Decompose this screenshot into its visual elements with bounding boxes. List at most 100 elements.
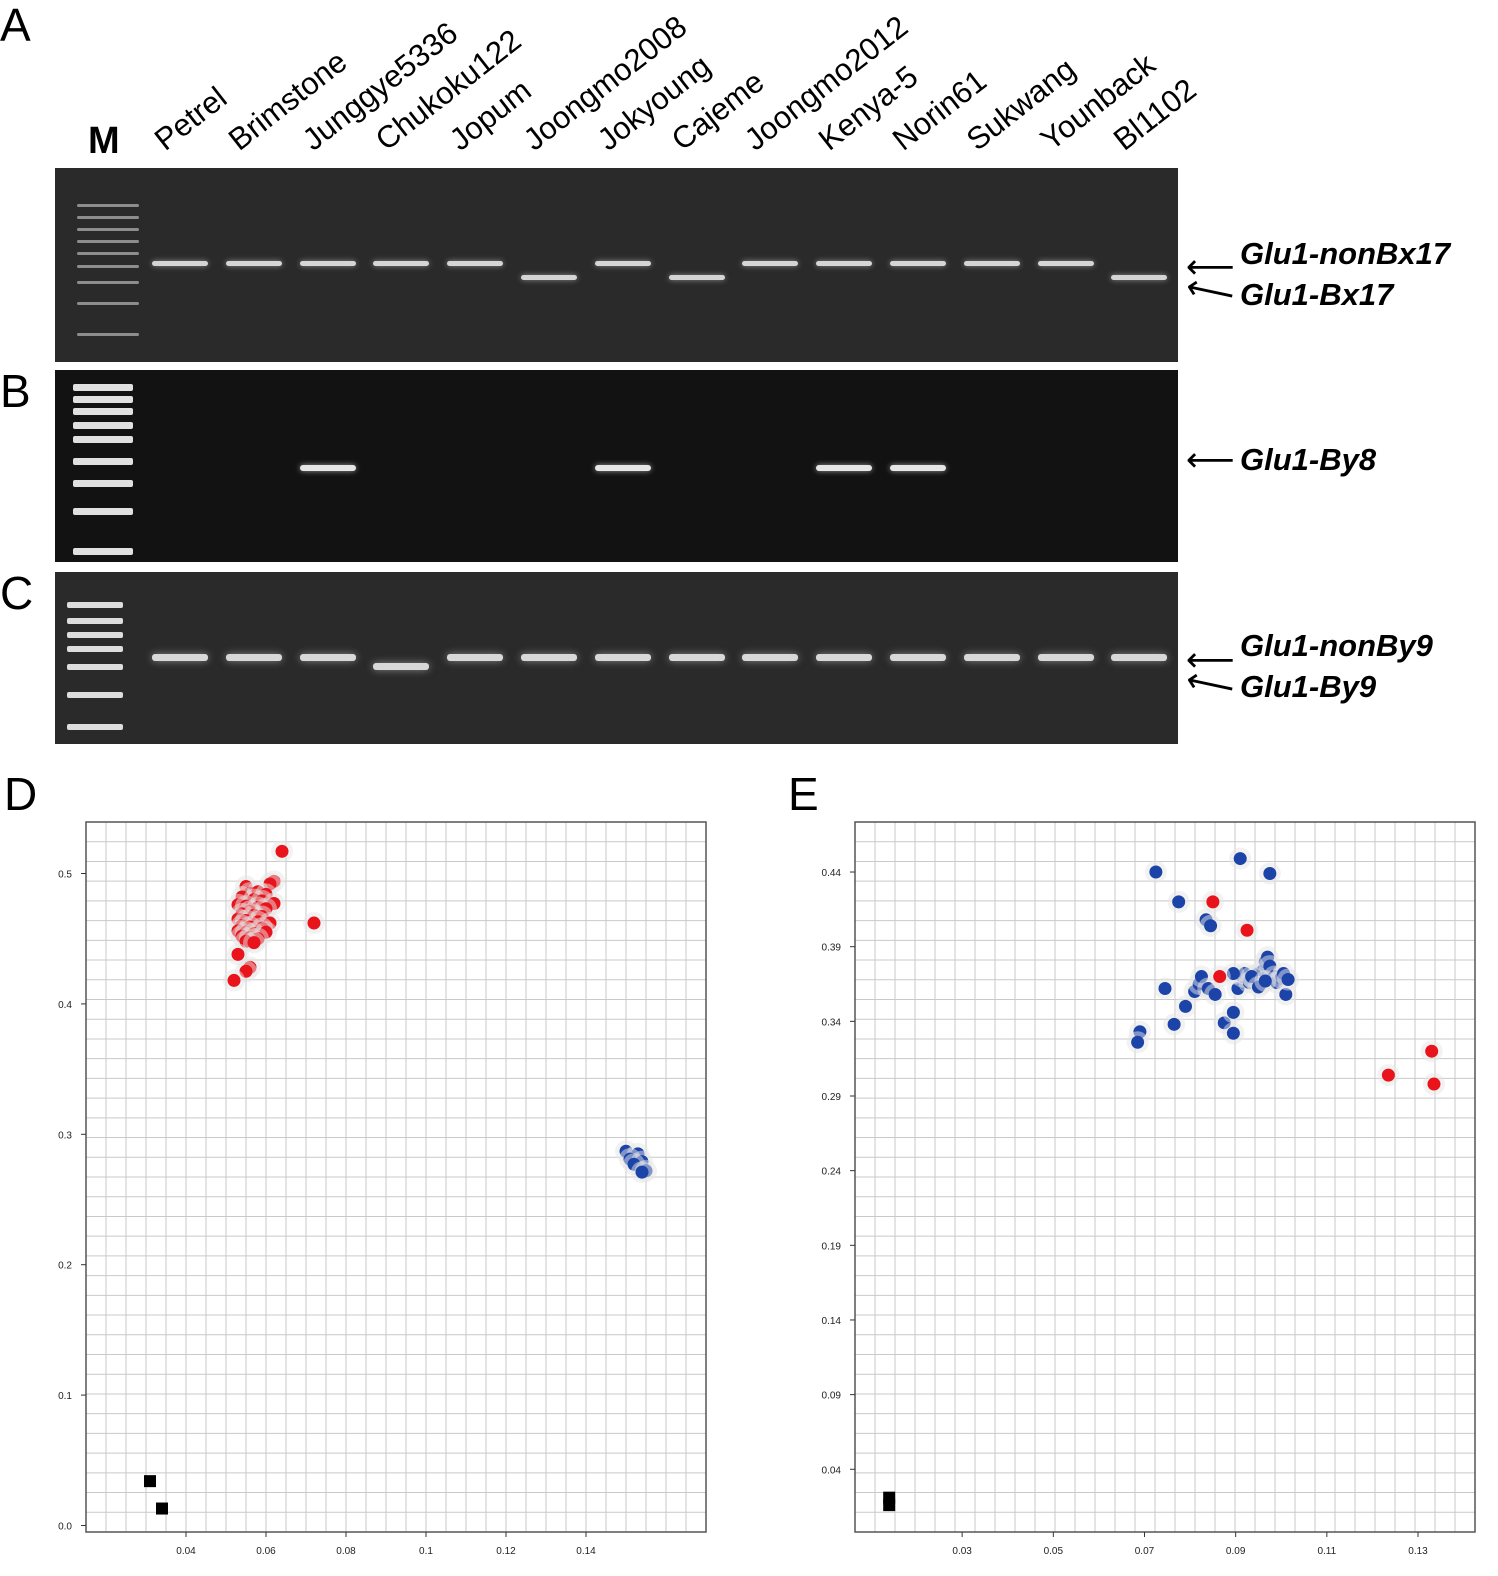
panel-label-b: B: [0, 365, 31, 417]
data-point: [1279, 987, 1293, 1001]
y-tick-label: 0.2: [58, 1261, 72, 1272]
y-tick-label: 0.34: [822, 1017, 842, 1028]
data-point-square: [156, 1502, 168, 1515]
x-tick-label: 0.07: [1135, 1546, 1155, 1557]
x-tick-label: 0.08: [336, 1546, 356, 1557]
gel-panel-b: [55, 370, 1178, 562]
gel-band: [152, 261, 208, 266]
ladder-band: [77, 228, 139, 231]
x-tick-label: 0.12: [496, 1546, 516, 1557]
data-point: [1425, 1044, 1439, 1058]
y-tick-label: 0.1: [58, 1391, 72, 1402]
gel-panel-c: [55, 572, 1178, 744]
gel-band: [299, 654, 356, 661]
marker-lane-label: M: [88, 120, 120, 162]
x-tick-label: 0.09: [1226, 1546, 1246, 1557]
gel-band: [299, 261, 356, 266]
gel-band: [373, 261, 430, 266]
data-point: [307, 916, 321, 930]
plot-frame: [854, 821, 1476, 1533]
ladder-band: [73, 508, 133, 515]
gel-band: [521, 275, 577, 280]
y-tick-label: 0.5: [58, 870, 72, 881]
data-point: [1213, 970, 1227, 984]
data-point: [1240, 923, 1254, 937]
gel-band: [816, 654, 873, 661]
x-tick-label: 0.13: [1408, 1546, 1428, 1557]
x-tick-label: 0.06: [256, 1546, 276, 1557]
ladder-band: [67, 664, 123, 670]
y-tick-label: 0.09: [822, 1391, 842, 1402]
data-point: [227, 973, 241, 987]
ladder-band: [77, 204, 139, 207]
gel-band: [816, 465, 873, 471]
arrow-left-icon: ⟵: [1186, 440, 1235, 480]
data-point: [1208, 987, 1222, 1001]
label-glu1-by8: Glu1-By8: [1240, 442, 1377, 477]
y-tick-label: 0.3: [58, 1130, 72, 1141]
data-point: [635, 1165, 649, 1179]
y-tick-label: 0.04: [822, 1465, 842, 1476]
ladder-band: [67, 724, 123, 730]
gel-band: [1037, 261, 1094, 266]
panel-label-a: A: [0, 0, 31, 51]
ladder-band: [77, 265, 139, 268]
ladder-band: [67, 692, 123, 698]
data-point: [1131, 1035, 1145, 1049]
ladder-band: [67, 646, 123, 652]
gel-band: [890, 465, 946, 471]
ladder-band: [73, 480, 133, 487]
gel-band: [742, 261, 799, 266]
ladder-band: [67, 618, 123, 624]
ladder-band: [67, 602, 123, 608]
gel-band: [890, 654, 946, 661]
x-tick-label: 0.04: [176, 1546, 196, 1557]
y-tick-label: 0.19: [822, 1241, 842, 1252]
gel-band: [373, 663, 430, 670]
data-point: [1427, 1077, 1441, 1091]
data-point: [1172, 895, 1186, 909]
gel-band: [890, 261, 946, 266]
gel-band: [152, 654, 208, 661]
gel-band: [521, 654, 577, 661]
ladder-band: [73, 436, 133, 443]
data-point: [231, 947, 245, 961]
data-point-square: [883, 1491, 896, 1504]
ladder-band: [77, 216, 139, 219]
y-tick-label: 0.14: [822, 1316, 842, 1327]
arrow-left-icon: ⟵: [1186, 247, 1235, 287]
ladder-band: [73, 396, 133, 403]
gel-band: [225, 261, 282, 266]
x-tick-label: 0.11: [1317, 1546, 1336, 1557]
data-point: [1226, 1005, 1240, 1019]
ladder-band: [77, 252, 139, 255]
y-tick-label: 0.0: [58, 1521, 72, 1532]
y-tick-label: 0.44: [822, 868, 842, 879]
plot-frame: [85, 821, 707, 1533]
gel-band: [668, 275, 725, 280]
label-glu1-bx17: Glu1-Bx17: [1240, 277, 1394, 312]
gel-band: [447, 261, 504, 266]
ladder-band: [73, 548, 133, 555]
data-point: [1204, 919, 1218, 933]
y-tick-label: 0.29: [822, 1092, 842, 1103]
gel-band: [447, 654, 504, 661]
gel-band: [1037, 654, 1094, 661]
ladder-band: [77, 302, 139, 305]
gel-band: [594, 261, 651, 266]
data-point: [1233, 852, 1247, 866]
arrow-left-icon: ⟵: [1186, 640, 1235, 680]
data-point: [1281, 973, 1295, 987]
ladder-band: [73, 384, 133, 391]
panel-label-e: E: [788, 768, 819, 820]
data-point: [1263, 867, 1277, 881]
ladder-band: [73, 458, 133, 465]
data-point: [1149, 865, 1163, 879]
gel-panel-a: [55, 168, 1178, 362]
data-point: [1158, 981, 1172, 995]
label-glu1-nonbx17: Glu1-nonBx17: [1240, 236, 1451, 271]
data-point: [1258, 974, 1272, 988]
data-point: [1167, 1017, 1181, 1031]
data-point: [1179, 999, 1193, 1013]
